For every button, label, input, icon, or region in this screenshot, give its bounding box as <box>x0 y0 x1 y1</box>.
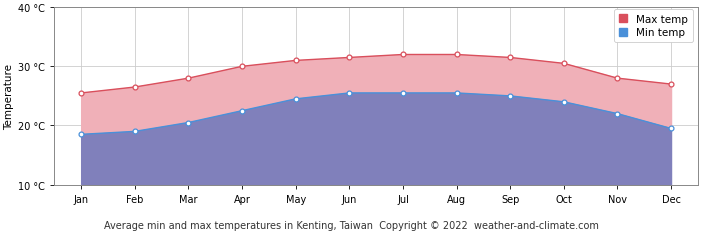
Legend: Max temp, Min temp: Max temp, Min temp <box>614 10 693 43</box>
Text: Average min and max temperatures in Kenting, Taiwan  Copyright © 2022  weather-a: Average min and max temperatures in Kent… <box>104 220 598 230</box>
Y-axis label: Temperature: Temperature <box>4 64 14 129</box>
